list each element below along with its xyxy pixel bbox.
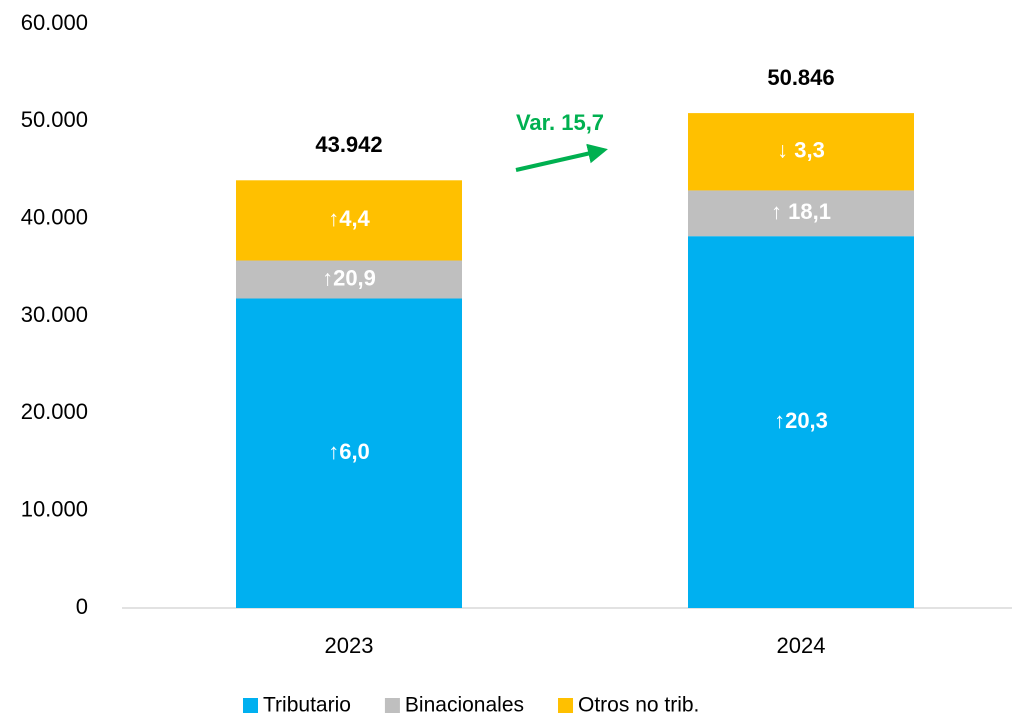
- legend-label: Otros no trib.: [578, 694, 699, 717]
- bar-segment: [236, 180, 462, 261]
- segment-label: ↑6,0: [328, 439, 370, 464]
- legend-swatch: [558, 698, 574, 713]
- y-tick-label: 10.000: [21, 496, 88, 521]
- y-tick-label: 40.000: [21, 204, 88, 229]
- legend-label: Binacionales: [405, 694, 524, 717]
- y-tick-label: 20.000: [21, 399, 88, 424]
- legend-swatch: [243, 698, 258, 713]
- segment-label: ↑4,4: [328, 206, 370, 231]
- total-label: 43.942: [315, 132, 382, 157]
- x-tick-label: 2024: [777, 633, 826, 658]
- y-tick-label: 0: [76, 594, 88, 619]
- bar-segment: [236, 260, 462, 299]
- bar-segment: [236, 298, 462, 608]
- variation-arrow: [515, 143, 608, 172]
- y-tick-label: 60.000: [21, 10, 88, 35]
- y-tick-label: 50.000: [21, 107, 88, 132]
- legend-swatch: [384, 698, 400, 713]
- bar-segment: [688, 190, 914, 237]
- segment-label: ↑ 18,1: [771, 199, 831, 224]
- segment-label: ↓ 3,3: [777, 138, 825, 163]
- x-tick-label: 2023: [325, 633, 374, 658]
- segment-label: ↑20,9: [322, 265, 376, 290]
- segment-label: ↑20,3: [774, 408, 828, 433]
- total-label: 50.846: [767, 65, 834, 90]
- legend-label: Tributario: [263, 694, 351, 717]
- bar-segment: [688, 236, 914, 609]
- variation-label: Var. 15,7: [516, 110, 604, 135]
- y-tick-label: 30.000: [21, 302, 88, 327]
- bar-segment: [688, 113, 914, 191]
